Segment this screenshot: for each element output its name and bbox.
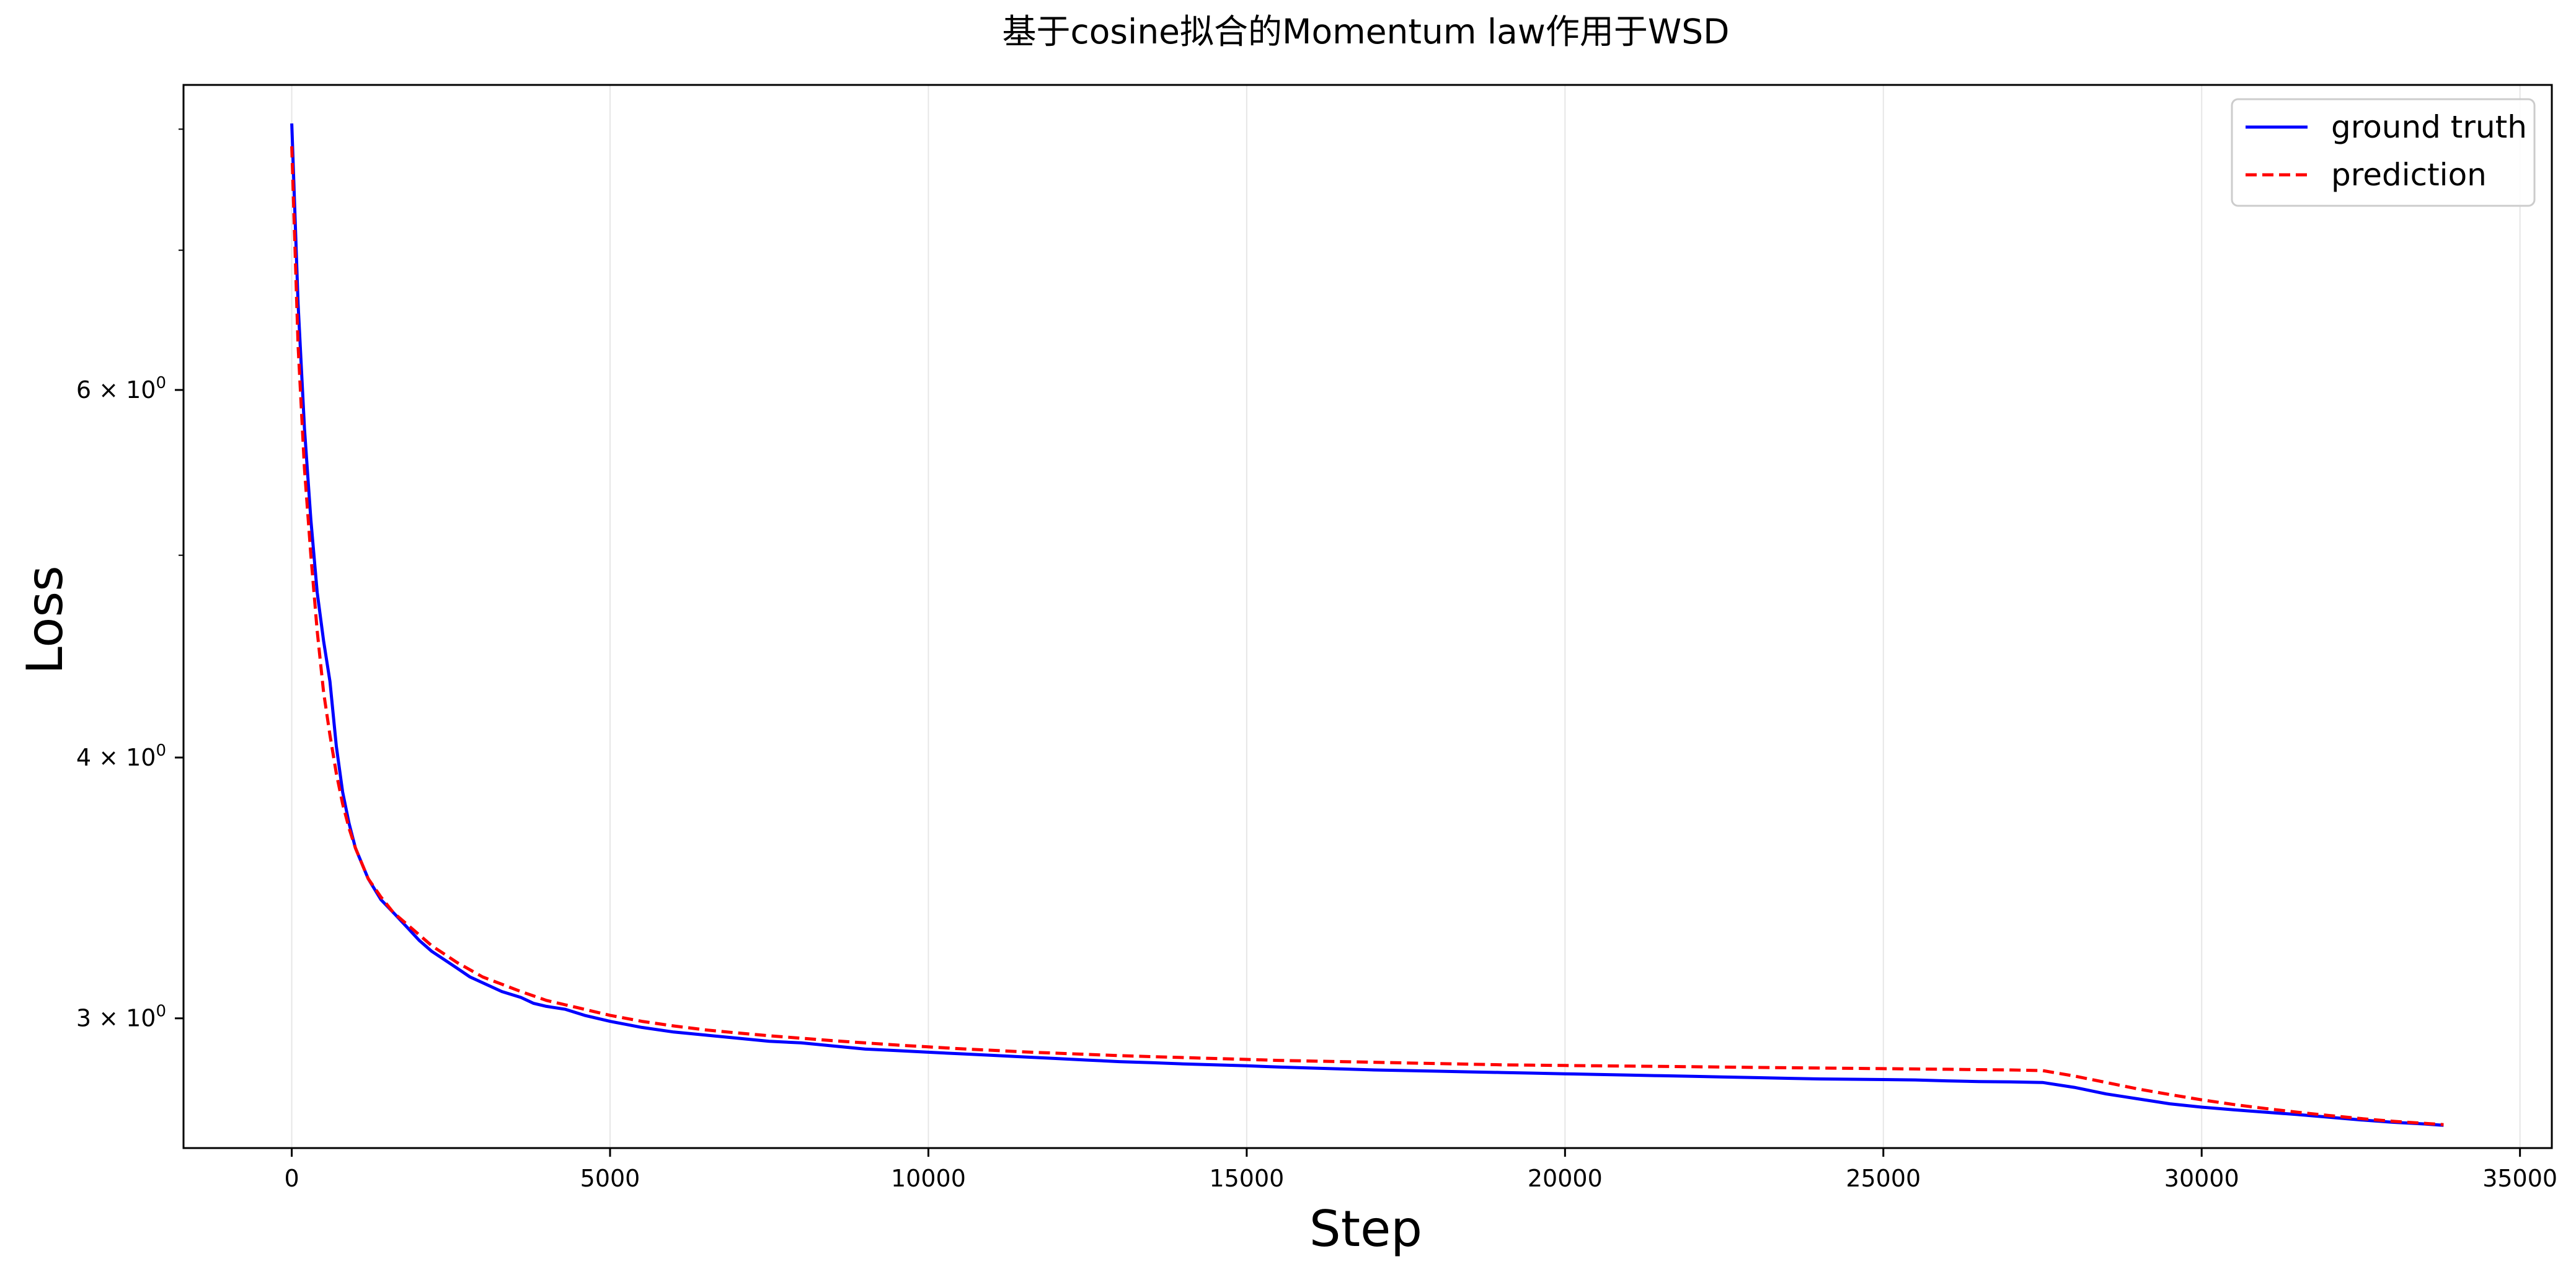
x-tick-label-25000: 25000 <box>1846 1165 1921 1192</box>
x-tick-label-5000: 5000 <box>580 1165 640 1192</box>
x-tick-label-35000: 35000 <box>2482 1165 2557 1192</box>
chart-title: 基于cosine拟合的Momentum law作用于WSD <box>1003 12 1730 51</box>
x-tick-label-20000: 20000 <box>1528 1165 1603 1192</box>
y-axis: 3 × 100 4 × 100 6 × 100 <box>76 128 184 1032</box>
x-axis-label: Step <box>1309 1200 1422 1258</box>
series-layer <box>290 123 2444 1127</box>
y-tick-label-4: 4 × 100 <box>76 741 166 771</box>
y-tick-label-6: 6 × 100 <box>76 374 166 404</box>
legend: ground truth prediction <box>2231 98 2536 207</box>
series-line-ground-truth <box>290 123 2444 1127</box>
x-axis: 0 5000 10000 15000 20000 25000 30000 35000 <box>284 1148 2557 1192</box>
grid <box>291 85 2521 1148</box>
y-axis-label: Loss <box>16 565 74 674</box>
x-tick-label-0: 0 <box>284 1165 299 1192</box>
y-tick-label-3: 3 × 100 <box>76 1002 166 1032</box>
x-tick-label-10000: 10000 <box>891 1165 966 1192</box>
x-tick-label-15000: 15000 <box>1209 1165 1284 1192</box>
legend-label-ground-truth: ground truth <box>2331 109 2527 145</box>
legend-label-prediction: prediction <box>2331 157 2487 193</box>
plot-area-frame <box>182 84 2553 1149</box>
x-tick-label-30000: 30000 <box>2164 1165 2239 1192</box>
